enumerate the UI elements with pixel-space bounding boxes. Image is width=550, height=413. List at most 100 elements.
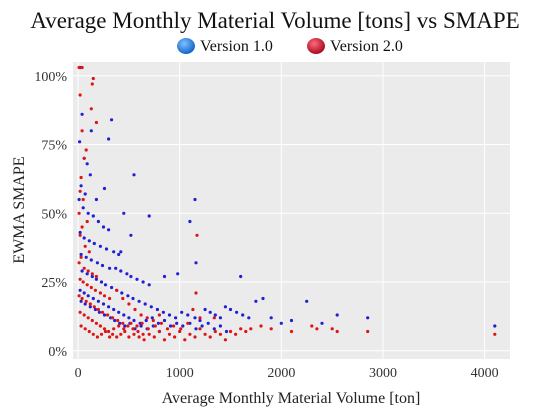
data-point — [153, 324, 157, 328]
data-point — [133, 307, 137, 312]
data-point — [81, 206, 85, 210]
data-point — [87, 239, 91, 243]
data-point — [79, 175, 83, 180]
data-point — [129, 274, 133, 279]
data-point — [96, 219, 100, 224]
data-points — [77, 65, 497, 342]
data-point — [94, 197, 98, 202]
data-point — [135, 277, 139, 281]
y-tick-label: 25% — [41, 276, 67, 291]
data-point — [143, 302, 147, 306]
data-point — [96, 307, 100, 312]
data-point — [203, 307, 207, 312]
data-point — [194, 261, 198, 265]
data-point — [85, 272, 89, 276]
data-point — [366, 329, 370, 334]
data-point — [146, 327, 150, 331]
data-point — [150, 316, 154, 320]
data-point — [156, 321, 160, 325]
data-point — [102, 327, 107, 331]
data-point — [100, 310, 105, 314]
legend-marker-version-1 — [177, 38, 195, 54]
data-point — [98, 244, 102, 248]
y-tick-label: 50% — [41, 207, 67, 222]
chart-title: Average Monthly Material Volume [tons] v… — [30, 8, 519, 33]
data-point — [116, 318, 120, 323]
data-point — [193, 316, 197, 320]
data-point — [87, 329, 91, 334]
data-point — [96, 299, 100, 303]
data-point — [213, 329, 217, 334]
data-point — [147, 332, 151, 336]
data-point — [147, 214, 151, 218]
data-point — [93, 288, 97, 292]
data-point — [117, 324, 121, 328]
data-point — [247, 316, 251, 320]
data-point — [132, 332, 136, 336]
data-point — [228, 307, 233, 312]
data-point — [120, 291, 124, 295]
x-tick-label: 4000 — [471, 366, 499, 381]
data-point — [101, 302, 106, 306]
data-point — [193, 197, 197, 202]
data-point — [279, 321, 283, 325]
y-axis-ticks: 0% 25% 50% 75% 100% — [34, 70, 67, 360]
data-point — [249, 327, 253, 331]
data-point — [261, 296, 265, 301]
data-point — [87, 250, 91, 254]
data-point — [335, 329, 339, 334]
x-tick-label: 1000 — [166, 366, 194, 381]
data-point — [107, 305, 111, 309]
data-point — [223, 305, 227, 309]
data-point — [142, 338, 146, 342]
data-point — [228, 329, 233, 334]
data-point — [127, 316, 131, 320]
data-point — [165, 327, 170, 331]
data-point — [77, 197, 81, 202]
data-point — [218, 332, 222, 336]
data-point — [186, 313, 190, 317]
data-point — [194, 327, 198, 331]
data-point — [259, 324, 263, 328]
data-point — [123, 329, 127, 334]
data-point — [89, 258, 93, 262]
data-point — [200, 324, 204, 328]
y-tick-label: 0% — [48, 345, 67, 360]
data-point — [208, 335, 212, 339]
data-point — [159, 321, 163, 325]
data-point — [78, 140, 82, 144]
data-point — [218, 316, 222, 320]
data-point — [88, 305, 92, 309]
data-point — [94, 277, 98, 281]
legend-label-version-2: Version 2.0 — [330, 38, 403, 55]
data-point — [100, 263, 105, 268]
data-point — [91, 76, 95, 81]
data-point — [88, 173, 92, 177]
data-point — [99, 280, 104, 284]
data-point — [115, 288, 119, 292]
data-point — [112, 250, 116, 254]
data-point — [144, 318, 148, 323]
data-point — [78, 233, 82, 237]
data-point — [169, 324, 173, 328]
data-point — [90, 274, 94, 279]
data-point — [239, 274, 243, 279]
data-point — [289, 329, 294, 334]
data-point — [106, 313, 110, 317]
data-point — [92, 241, 96, 246]
data-point — [157, 329, 161, 334]
data-point — [80, 129, 84, 133]
data-point — [188, 219, 192, 224]
data-point — [179, 327, 183, 331]
data-point — [89, 285, 93, 290]
data-point — [125, 272, 129, 276]
data-point — [212, 316, 216, 320]
data-point — [79, 184, 83, 188]
data-point — [180, 310, 184, 314]
data-point — [493, 324, 497, 328]
data-point — [269, 327, 273, 331]
data-point — [235, 310, 239, 314]
data-point — [131, 327, 135, 331]
data-point — [269, 316, 273, 320]
